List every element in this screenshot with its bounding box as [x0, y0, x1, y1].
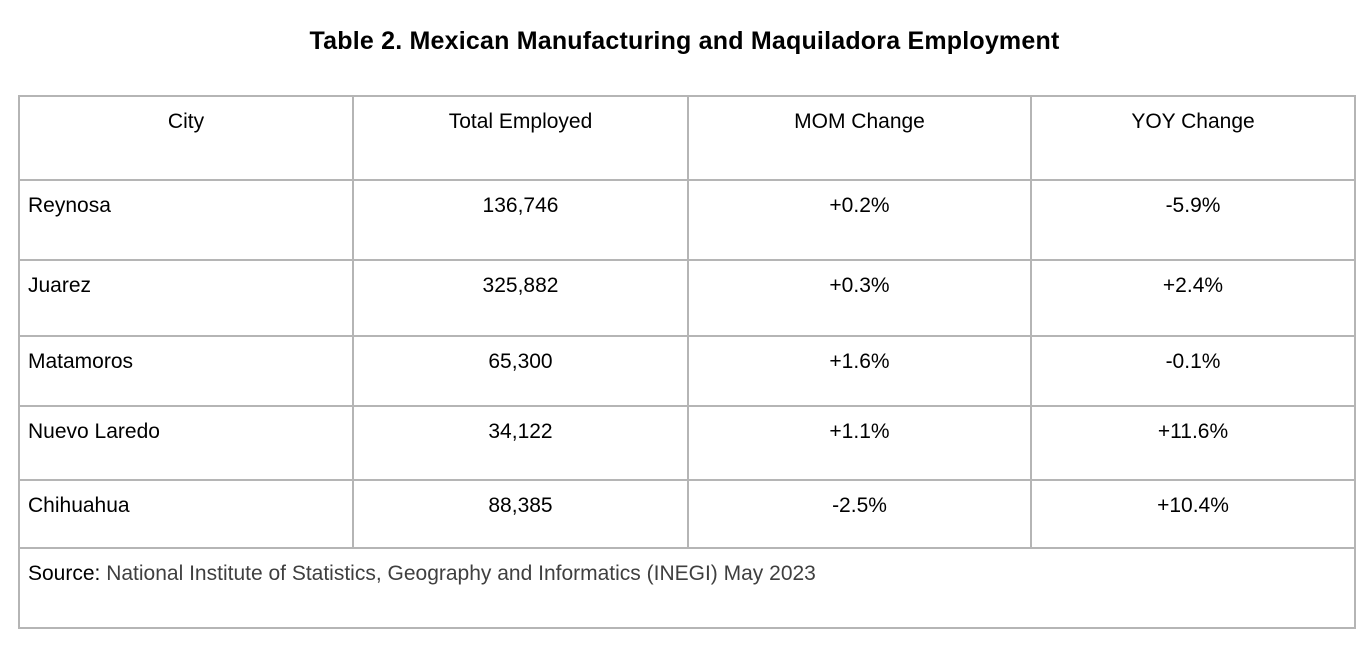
mom-change-cell: +1.1%	[687, 405, 1032, 481]
table-row: Reynosa 136,746 +0.2% -5.9%	[18, 179, 1356, 261]
page-title: Table 2. Mexican Manufacturing and Maqui…	[309, 27, 1060, 55]
city-cell: Juarez	[18, 259, 354, 337]
column-header-mom-change: MOM Change	[687, 95, 1032, 181]
city-cell: Reynosa	[18, 179, 354, 261]
city-cell: Nuevo Laredo	[18, 405, 354, 481]
yoy-change-cell: -5.9%	[1030, 179, 1356, 261]
mom-change-cell: +0.3%	[687, 259, 1032, 337]
mom-change-cell: +0.2%	[687, 179, 1032, 261]
total-employed-cell: 34,122	[352, 405, 689, 481]
source-label: Source:	[28, 562, 101, 585]
table-row: Nuevo Laredo 34,122 +1.1% +11.6%	[18, 405, 1356, 481]
total-employed-cell: 88,385	[352, 479, 689, 549]
total-employed-cell: 136,746	[352, 179, 689, 261]
table-row: Juarez 325,882 +0.3% +2.4%	[18, 259, 1356, 337]
mom-change-cell: +1.6%	[687, 335, 1032, 407]
yoy-change-cell: +10.4%	[1030, 479, 1356, 549]
table-row: Chihuahua 88,385 -2.5% +10.4%	[18, 479, 1356, 549]
city-cell: Matamoros	[18, 335, 354, 407]
table-row: Matamoros 65,300 +1.6% -0.1%	[18, 335, 1356, 407]
employment-table: City Total Employed MOM Change YOY Chang…	[18, 95, 1356, 629]
column-header-city: City	[18, 95, 354, 181]
source-text: National Institute of Statistics, Geogra…	[100, 562, 816, 585]
yoy-change-cell: +2.4%	[1030, 259, 1356, 337]
column-header-total-employed: Total Employed	[352, 95, 689, 181]
city-cell: Chihuahua	[18, 479, 354, 549]
table-header-row: City Total Employed MOM Change YOY Chang…	[18, 95, 1356, 181]
column-header-yoy-change: YOY Change	[1030, 95, 1356, 181]
yoy-change-cell: +11.6%	[1030, 405, 1356, 481]
total-employed-cell: 325,882	[352, 259, 689, 337]
yoy-change-cell: -0.1%	[1030, 335, 1356, 407]
source-cell: Source: National Institute of Statistics…	[18, 547, 1356, 629]
mom-change-cell: -2.5%	[687, 479, 1032, 549]
total-employed-cell: 65,300	[352, 335, 689, 407]
table-source-row: Source: National Institute of Statistics…	[18, 547, 1356, 629]
